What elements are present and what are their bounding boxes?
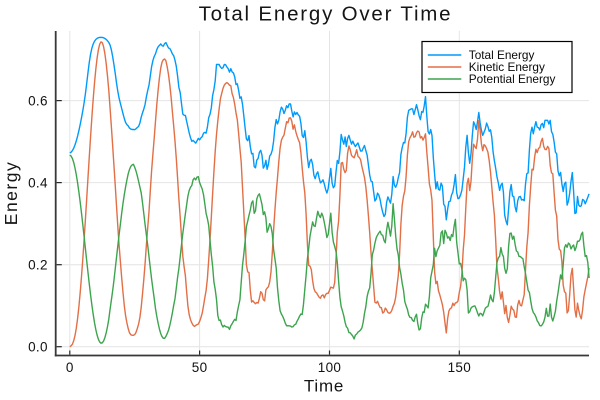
- svg-text:0.2: 0.2: [28, 257, 48, 272]
- svg-text:100: 100: [318, 360, 341, 375]
- svg-text:Potential Energy: Potential Energy: [469, 72, 556, 86]
- svg-text:0.6: 0.6: [28, 93, 48, 108]
- svg-text:0: 0: [66, 360, 74, 375]
- svg-text:0.0: 0.0: [28, 339, 48, 354]
- svg-text:0.4: 0.4: [28, 175, 48, 190]
- svg-text:Energy: Energy: [1, 161, 21, 225]
- svg-text:Total Energy: Total Energy: [469, 48, 535, 62]
- svg-text:50: 50: [192, 360, 208, 375]
- svg-text:Kinetic Energy: Kinetic Energy: [469, 60, 545, 74]
- svg-text:150: 150: [448, 360, 471, 375]
- svg-text:Total Energy Over Time: Total Energy Over Time: [199, 3, 453, 26]
- svg-text:Time: Time: [304, 377, 344, 396]
